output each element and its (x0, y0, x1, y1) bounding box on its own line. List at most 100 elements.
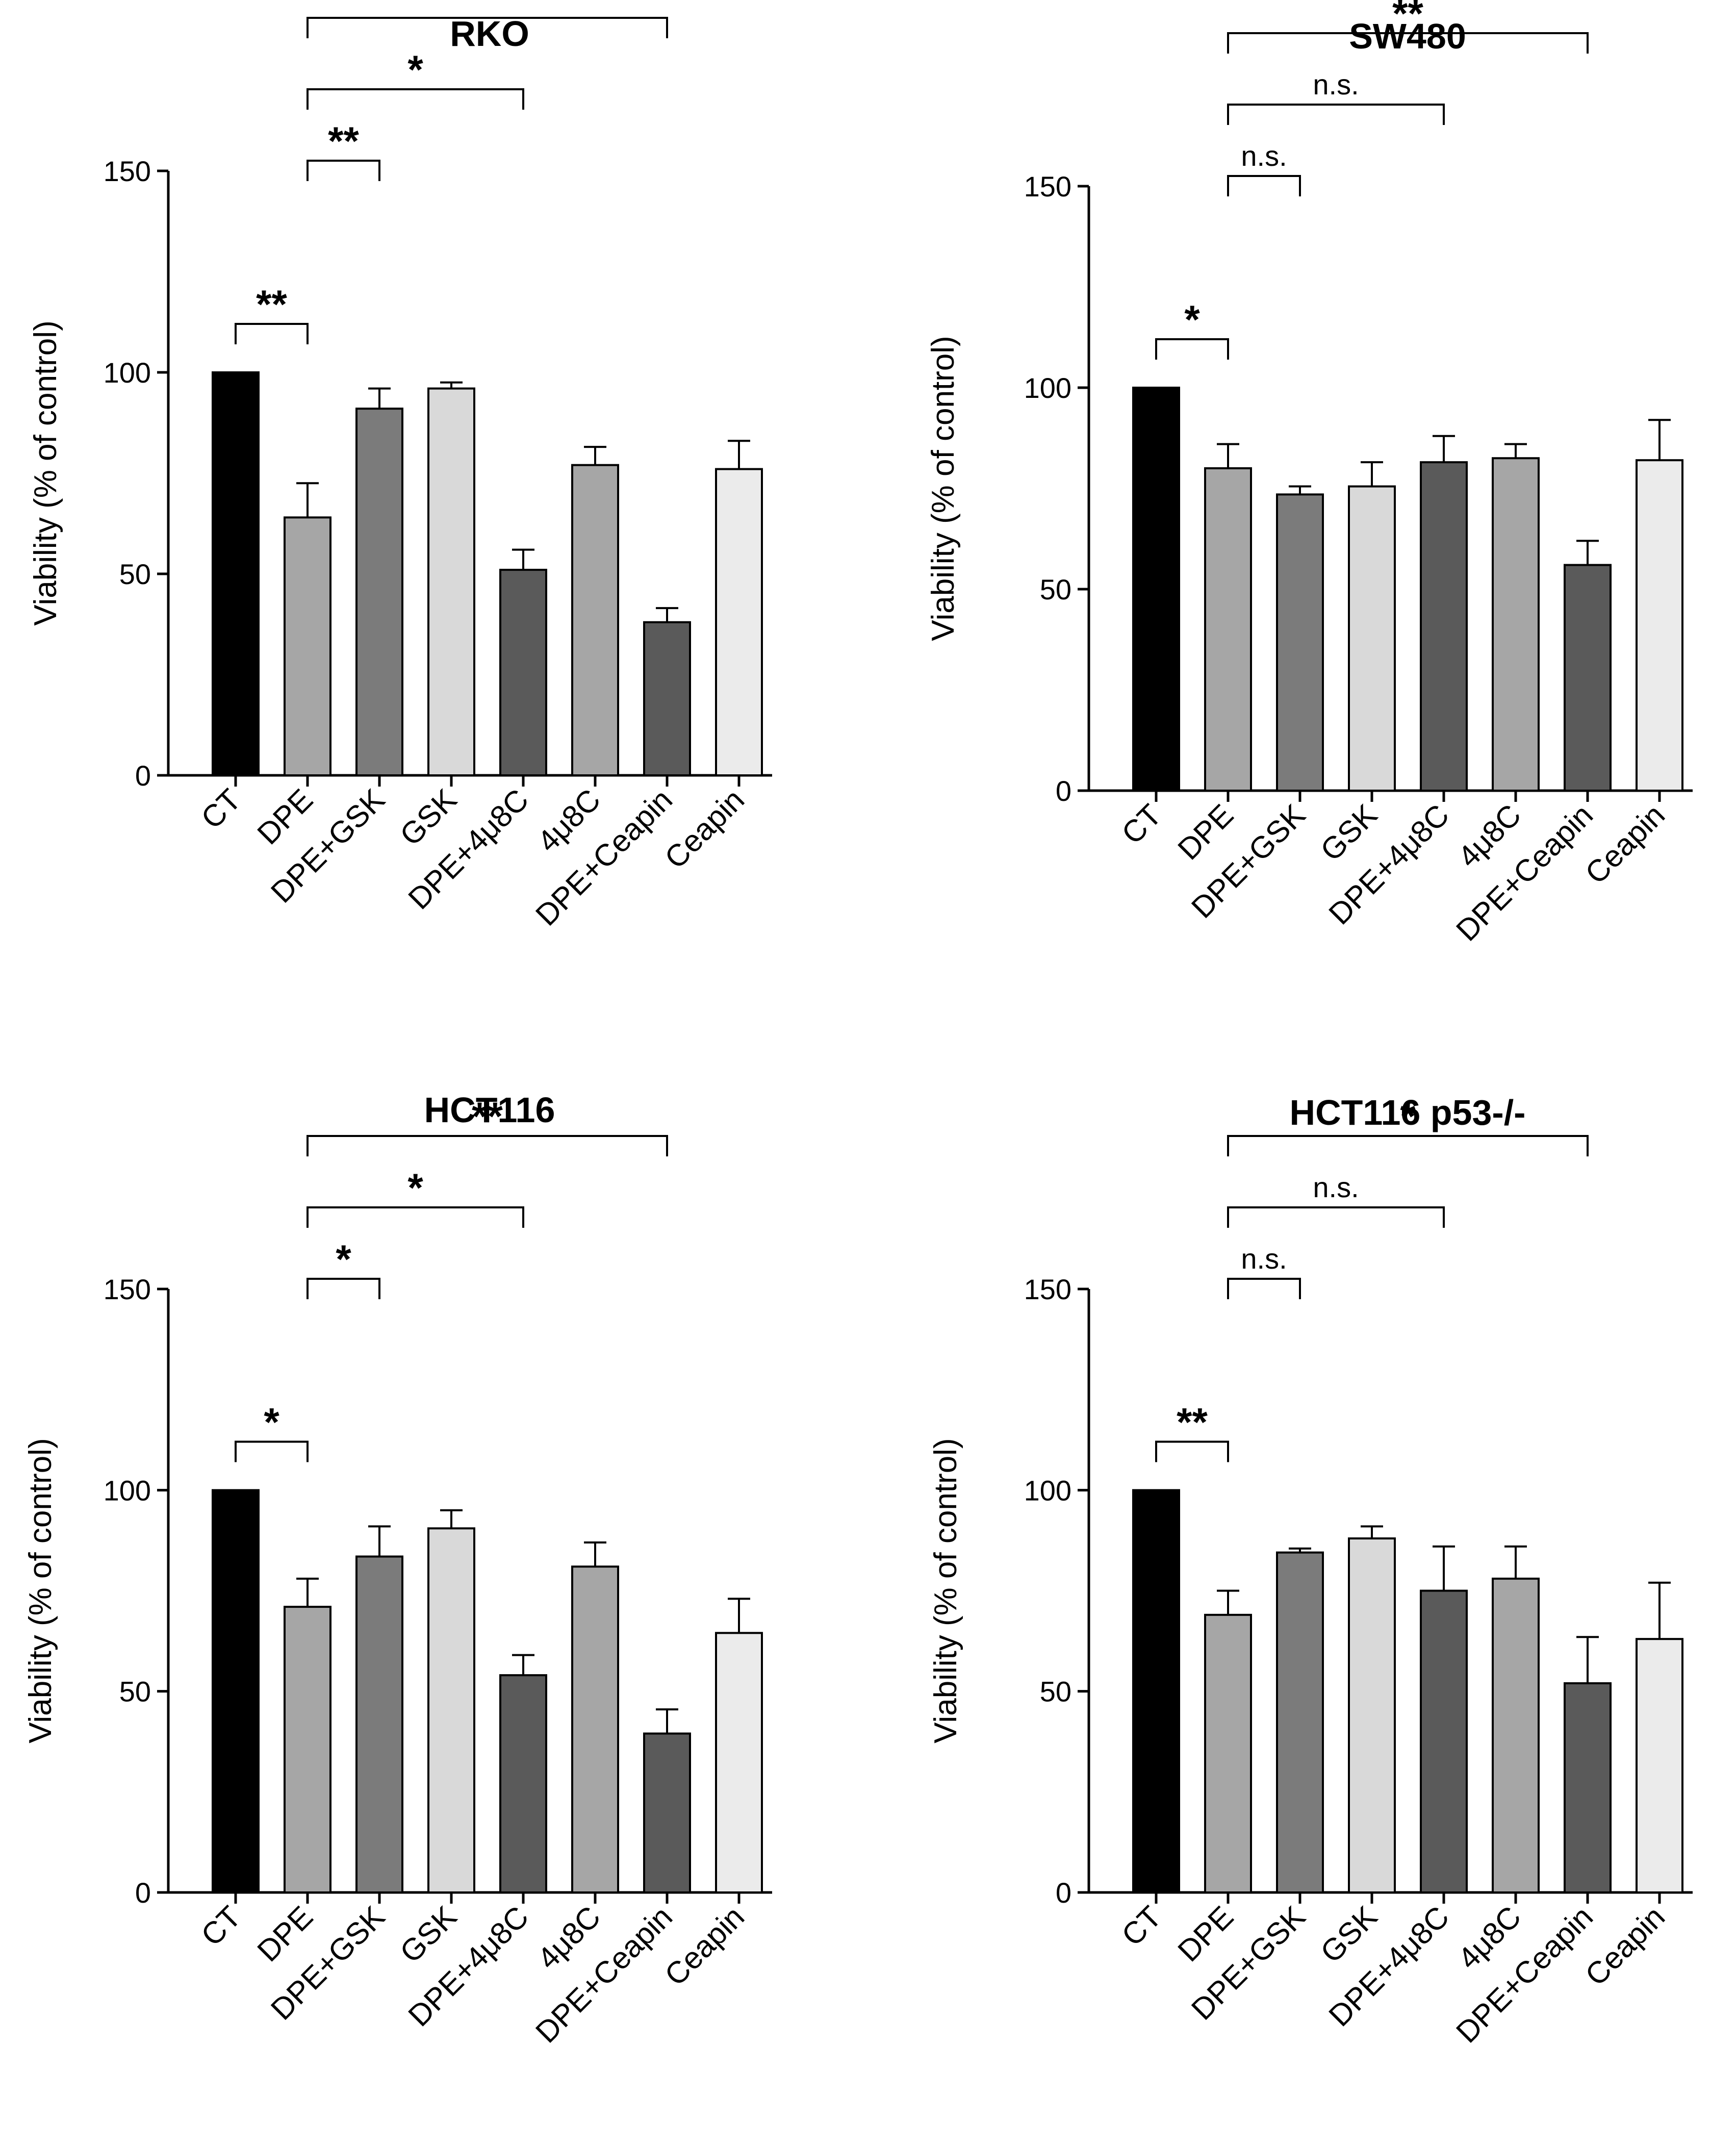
chart-title: HCT116 p53-/- (1290, 1093, 1526, 1132)
y-tick-label: 150 (1024, 170, 1071, 203)
x-tick-label: Ceapin (658, 1900, 751, 1992)
chart-title: SW480 (1349, 16, 1466, 56)
significance-bracket (1227, 1206, 1445, 1228)
significance-label: n.s. (1313, 68, 1359, 100)
significance-bracket (307, 160, 380, 181)
y-tick-label: 100 (1024, 1474, 1071, 1506)
significance-label: n.s. (1313, 1171, 1359, 1203)
bar-DPE+GSK (355, 408, 403, 776)
x-tick-label: CT (194, 1900, 247, 1953)
bar-DPE+GSK (1276, 1551, 1324, 1893)
significance-label: ** (328, 118, 359, 163)
significance-bracket (307, 1278, 380, 1299)
significance-bracket (1227, 1278, 1301, 1299)
bar-Ceapin (715, 1632, 763, 1894)
bar-DPE (1204, 467, 1252, 792)
significance-label: * (407, 1165, 423, 1210)
y-tick-label: 150 (104, 155, 151, 187)
significance-bracket (235, 323, 309, 344)
significance-bracket (307, 17, 668, 38)
y-tick-label: 0 (135, 760, 151, 792)
significance-label: * (264, 1399, 279, 1444)
bar-DPE+4μ8C (1420, 1589, 1468, 1893)
significance-label: ** (472, 1094, 503, 1139)
bar-Ceapin (1636, 459, 1683, 792)
significance-label: ** (1392, 0, 1423, 36)
bar-DPE+Ceapin (1564, 1682, 1612, 1893)
y-tick-label: 100 (104, 357, 151, 389)
bar-DPE+GSK (1276, 493, 1324, 792)
y-tick-label: 50 (1040, 573, 1071, 605)
y-tick-label: 0 (135, 1877, 151, 1909)
y-axis-label: Viability (% of control) (928, 1438, 963, 1743)
bar-4μ8C (1492, 1577, 1540, 1894)
chart-title: RKO (450, 14, 529, 54)
bar-GSK (427, 1527, 475, 1893)
bar-DPE+Ceapin (643, 1732, 691, 1893)
significance-bracket (1227, 175, 1301, 196)
y-tick-label: 50 (1040, 1676, 1071, 1708)
significance-bracket (1155, 1441, 1229, 1462)
y-tick-label: 150 (1024, 1273, 1071, 1305)
y-tick-label: 100 (104, 1474, 151, 1506)
significance-label: * (407, 47, 423, 92)
y-tick-label: 0 (1056, 775, 1071, 807)
bar-GSK (1348, 1537, 1396, 1894)
bar-DPE+4μ8C (1420, 461, 1468, 792)
significance-label: * (336, 1236, 351, 1281)
y-axis-label: Viability (% of control) (28, 320, 63, 625)
significance-bracket (1227, 104, 1445, 125)
bar-DPE+Ceapin (643, 621, 691, 777)
bar-4μ8C (571, 1565, 619, 1893)
y-tick-label: 100 (1024, 372, 1071, 404)
chart-panel-3: HCT116 Viability (% of control) 0 50 100 150 C… (23, 1090, 772, 2050)
y-axis-label: Viability (% of control) (23, 1438, 58, 1743)
bar-CT (1132, 387, 1180, 792)
bar-DPE (284, 1606, 331, 1893)
significance-label: *** (464, 0, 511, 20)
significance-bracket (1227, 32, 1589, 54)
chart-title: HCT116 (424, 1090, 555, 1130)
x-tick-label: CT (1115, 1900, 1168, 1953)
y-tick-label: 50 (119, 558, 151, 590)
bar-DPE+Ceapin (1564, 564, 1612, 792)
chart-panel-2: SW480 Viability (% of control) 0 50 100 150 CT… (926, 0, 1693, 948)
bar-4μ8C (571, 464, 619, 776)
significance-label: * (1184, 297, 1200, 342)
significance-bracket (307, 1206, 524, 1228)
y-tick-label: 150 (104, 1273, 151, 1305)
bar-CT (1132, 1489, 1180, 1893)
significance-bracket (1227, 1135, 1589, 1156)
bar-CT (212, 371, 260, 776)
x-tick-label: CT (1115, 798, 1168, 851)
significance-label: * (1400, 1094, 1416, 1139)
x-tick-label: Ceapin (1578, 1900, 1671, 1992)
x-tick-label: Ceapin (658, 782, 751, 875)
significance-label: n.s. (1241, 140, 1287, 172)
significance-label: ** (256, 282, 287, 326)
significance-bracket (235, 1441, 309, 1462)
significance-bracket (1155, 338, 1229, 360)
chart-panel-4: HCT116 p53-/- Viability (% of control) 0 50… (928, 1093, 1693, 2050)
significance-label: n.s. (1241, 1243, 1287, 1275)
y-tick-label: 50 (119, 1676, 151, 1708)
y-tick-label: 0 (1056, 1877, 1071, 1909)
bar-DPE+GSK (355, 1555, 403, 1894)
bar-CT (212, 1489, 260, 1893)
bar-Ceapin (1636, 1638, 1683, 1893)
bar-GSK (1348, 485, 1396, 792)
x-tick-label: CT (194, 782, 247, 836)
significance-bracket (307, 1135, 668, 1156)
bar-DPE (284, 516, 331, 777)
bar-Ceapin (715, 468, 763, 776)
bar-GSK (427, 387, 475, 776)
y-axis-label: Viability (% of control) (926, 336, 961, 641)
significance-bracket (307, 88, 524, 110)
bar-DPE (1204, 1613, 1252, 1894)
significance-label: ** (1177, 1399, 1208, 1444)
bar-4μ8C (1492, 457, 1540, 792)
bar-DPE+4μ8C (499, 569, 547, 776)
x-tick-label: Ceapin (1578, 798, 1671, 891)
